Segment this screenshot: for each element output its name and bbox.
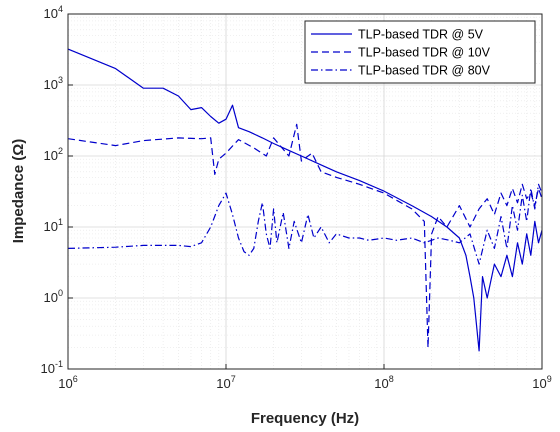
legend-label-80v: TLP-based TDR @ 80V [358, 64, 491, 78]
y-tick-label: 102 [44, 146, 63, 163]
x-tick-label: 106 [58, 374, 77, 391]
y-tick-label: 104 [44, 4, 63, 21]
x-tick-labels: 106 107 108 109 [58, 364, 552, 391]
legend-box [304, 20, 536, 84]
y-tick-label: 103 [44, 75, 63, 92]
y-axis-title: Impedance (Ω) [10, 139, 27, 244]
x-tick-label: 108 [374, 374, 393, 391]
series-line-0 [67, 48, 543, 352]
legend-label-10v: TLP-based TDR @ 10V [358, 46, 491, 60]
y-tick-label: 100 [44, 288, 63, 305]
x-tick-label: 109 [532, 374, 551, 391]
y-tick-labels: 10-1 100 101 102 103 104 [41, 4, 73, 376]
series-line-2 [67, 183, 543, 265]
series-layer [67, 48, 543, 352]
legend: TLP-based TDR @ 5V TLP-based TDR @ 10V T… [304, 20, 536, 84]
y-tick-label: 10-1 [41, 359, 63, 376]
plot-frame [67, 13, 543, 370]
y-tick-label: 101 [44, 217, 63, 234]
legend-label-5v: TLP-based TDR @ 5V [358, 28, 484, 42]
series-line-1 [67, 123, 543, 349]
x-axis-title: Frequency (Hz) [251, 410, 359, 427]
x-tick-label: 107 [216, 374, 235, 391]
